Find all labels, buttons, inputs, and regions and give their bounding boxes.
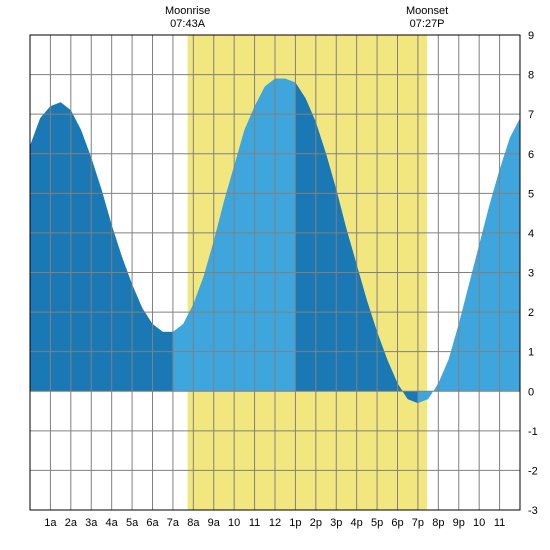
svg-text:0: 0 xyxy=(528,386,534,398)
annotation-title: Moonset xyxy=(406,5,448,17)
svg-text:3a: 3a xyxy=(85,517,98,529)
svg-text:11: 11 xyxy=(249,517,260,529)
tide-chart: 1a2a3a4a5a6a7a8a9a1011121p2p3p4p5p6p7p8p… xyxy=(0,0,550,550)
annotation-title: Moonrise xyxy=(165,5,210,17)
svg-text:1p: 1p xyxy=(289,517,301,529)
svg-text:10: 10 xyxy=(473,517,485,529)
svg-text:2: 2 xyxy=(528,307,534,319)
svg-text:8: 8 xyxy=(528,70,534,82)
svg-text:3: 3 xyxy=(528,268,534,280)
svg-text:7p: 7p xyxy=(412,517,424,529)
svg-text:6p: 6p xyxy=(391,517,403,529)
svg-text:6a: 6a xyxy=(146,517,159,529)
svg-text:3p: 3p xyxy=(330,517,342,529)
svg-text:8a: 8a xyxy=(187,517,200,529)
svg-text:4: 4 xyxy=(528,228,534,240)
svg-text:5: 5 xyxy=(528,188,534,200)
svg-text:2p: 2p xyxy=(310,517,322,529)
svg-text:6: 6 xyxy=(528,149,534,161)
svg-text:1a: 1a xyxy=(44,517,57,529)
annotation-time: 07:27P xyxy=(410,18,445,30)
svg-text:11: 11 xyxy=(494,517,505,529)
svg-text:8p: 8p xyxy=(432,517,444,529)
svg-text:-3: -3 xyxy=(528,505,538,517)
svg-text:1: 1 xyxy=(528,347,534,359)
x-axis-labels: 1a 2a 3a 4a 5a 6a 7a 8a 9a 10 11 12 1p 2p 3p 4p 5p 6p 7p 8p… xyxy=(44,517,505,529)
svg-text:-1: -1 xyxy=(528,426,538,438)
svg-text:7: 7 xyxy=(528,109,534,121)
svg-text:12: 12 xyxy=(269,517,281,529)
svg-text:4p: 4p xyxy=(351,517,363,529)
svg-text:9p: 9p xyxy=(453,517,465,529)
svg-text:5p: 5p xyxy=(371,517,383,529)
svg-text:7a: 7a xyxy=(167,517,180,529)
svg-text:-2: -2 xyxy=(528,465,538,477)
svg-text:9: 9 xyxy=(528,30,534,42)
svg-text:2a: 2a xyxy=(65,517,78,529)
svg-text:4a: 4a xyxy=(106,517,119,529)
svg-text:5a: 5a xyxy=(126,517,139,529)
svg-text:9a: 9a xyxy=(208,517,221,529)
annotation-time: 07:43A xyxy=(170,18,206,30)
svg-text:10: 10 xyxy=(228,517,240,529)
